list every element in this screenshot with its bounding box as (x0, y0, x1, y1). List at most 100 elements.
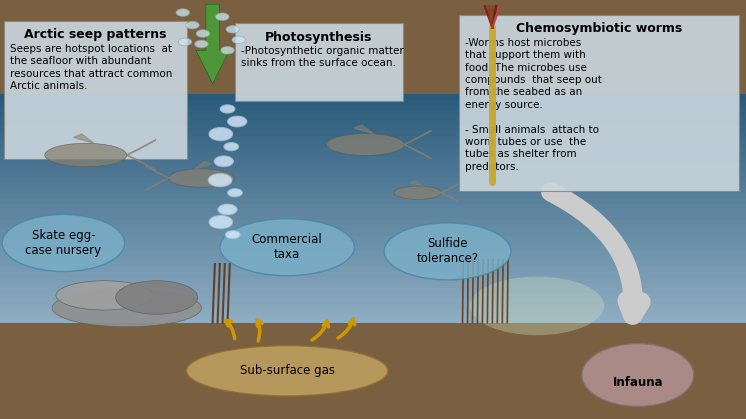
Bar (0, 73, 746, 79)
Circle shape (225, 230, 240, 239)
Text: Skate egg-
case nursery: Skate egg- case nursery (25, 229, 101, 257)
Text: Sulfide
tolerance?: Sulfide tolerance? (416, 238, 479, 265)
Bar (0, 323, 746, 419)
Polygon shape (404, 130, 431, 145)
Circle shape (214, 156, 233, 167)
Circle shape (228, 189, 242, 197)
Ellipse shape (52, 289, 201, 327)
Bar (0, 37, 746, 42)
Circle shape (232, 36, 245, 44)
Bar (0, 16, 746, 21)
Bar (0, 121, 746, 126)
Bar (0, 68, 746, 73)
Bar (0, 126, 746, 131)
Ellipse shape (327, 134, 404, 155)
Bar (0, 241, 746, 246)
Bar (0, 403, 746, 409)
FancyBboxPatch shape (459, 15, 739, 191)
Bar (0, 163, 746, 168)
Ellipse shape (116, 281, 198, 314)
Bar (0, 21, 746, 26)
Bar (0, 325, 746, 330)
Bar (0, 293, 746, 298)
Circle shape (208, 173, 232, 187)
Bar (0, 262, 746, 267)
Bar (0, 105, 746, 110)
Polygon shape (74, 134, 94, 143)
Bar (0, 131, 746, 136)
Bar (0, 63, 746, 68)
Polygon shape (127, 140, 156, 155)
Bar (0, 351, 746, 356)
Circle shape (228, 116, 247, 127)
FancyBboxPatch shape (235, 23, 403, 101)
Text: Infauna: Infauna (612, 376, 663, 389)
Bar (0, 52, 746, 57)
Text: -Photosynthetic organic matter
sinks from the surface ocean.: -Photosynthetic organic matter sinks fro… (241, 46, 404, 68)
Bar (0, 288, 746, 293)
Ellipse shape (394, 186, 442, 199)
Bar (0, 393, 746, 398)
Bar (0, 220, 746, 225)
Bar (0, 398, 746, 403)
Bar (0, 414, 746, 419)
Bar (0, 210, 746, 215)
Ellipse shape (169, 169, 234, 187)
Bar (0, 58, 746, 63)
Text: Sub-surface gas: Sub-surface gas (239, 364, 335, 378)
Bar (0, 251, 746, 256)
Bar (0, 173, 746, 178)
Bar (0, 335, 746, 340)
Text: -Worms host microbes
that support them with
food. The microbes use
compounds  th: -Worms host microbes that support them w… (465, 38, 601, 172)
Ellipse shape (582, 344, 694, 406)
Bar (0, 79, 746, 84)
Circle shape (224, 142, 239, 151)
Bar (0, 246, 746, 251)
Bar (0, 152, 746, 157)
Bar (0, 184, 746, 189)
Bar (0, 0, 746, 5)
Bar (0, 189, 746, 194)
Bar (0, 204, 746, 210)
Bar (0, 267, 746, 272)
Bar (0, 277, 746, 283)
Bar (0, 89, 746, 94)
Bar (0, 84, 746, 89)
Bar (0, 361, 746, 367)
Bar (0, 178, 746, 184)
Bar (0, 110, 746, 115)
Circle shape (195, 40, 208, 48)
Text: Arctic seep patterns: Arctic seep patterns (24, 28, 166, 41)
Bar (0, 283, 746, 288)
Ellipse shape (2, 215, 125, 272)
Bar (0, 10, 746, 16)
Bar (0, 136, 746, 142)
Ellipse shape (384, 223, 511, 280)
Bar (0, 382, 746, 388)
Bar (0, 47, 746, 52)
Circle shape (220, 105, 235, 113)
Bar (0, 377, 746, 382)
Circle shape (221, 47, 234, 54)
Circle shape (218, 204, 237, 215)
FancyBboxPatch shape (4, 21, 186, 159)
Bar (0, 356, 746, 361)
Bar (0, 100, 746, 105)
Bar (0, 298, 746, 304)
Text: Photosynthesis: Photosynthesis (266, 31, 372, 44)
Bar (0, 26, 746, 31)
Circle shape (216, 13, 229, 21)
Bar (0, 157, 746, 162)
Ellipse shape (56, 281, 153, 310)
Circle shape (176, 9, 189, 16)
Circle shape (209, 215, 233, 229)
Bar (0, 142, 746, 147)
Ellipse shape (186, 346, 388, 396)
Bar (0, 115, 746, 121)
Bar (0, 314, 746, 320)
Bar (0, 199, 746, 204)
Polygon shape (442, 193, 458, 202)
Circle shape (209, 127, 233, 141)
Bar (0, 235, 746, 241)
Bar (0, 230, 746, 235)
